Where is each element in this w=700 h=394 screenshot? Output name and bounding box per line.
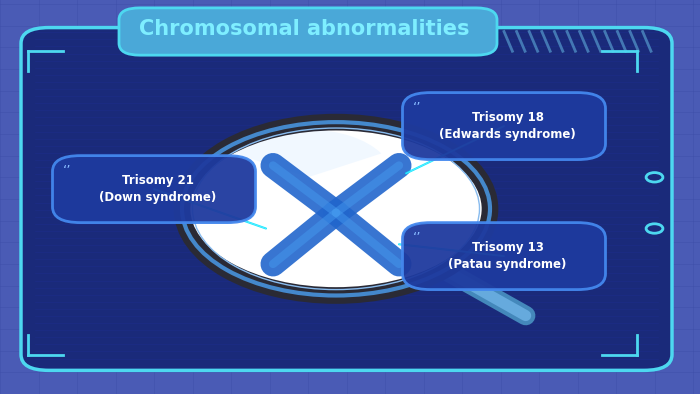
Text: ‘’: ‘’ [413, 101, 421, 115]
Text: ‘’: ‘’ [63, 164, 71, 178]
FancyBboxPatch shape [402, 93, 606, 160]
FancyBboxPatch shape [21, 28, 672, 370]
Text: Chromosomal abnormalities: Chromosomal abnormalities [139, 19, 470, 39]
Wedge shape [234, 130, 382, 177]
Text: Trisomy 18
(Edwards syndrome): Trisomy 18 (Edwards syndrome) [439, 111, 576, 141]
Text: Trisomy 21
(Down syndrome): Trisomy 21 (Down syndrome) [99, 174, 216, 204]
FancyBboxPatch shape [52, 156, 256, 223]
Text: Trisomy 13
(Patau syndrome): Trisomy 13 (Patau syndrome) [448, 241, 567, 271]
Text: ‘’: ‘’ [413, 231, 421, 245]
Circle shape [182, 122, 490, 296]
FancyBboxPatch shape [119, 8, 497, 55]
FancyBboxPatch shape [402, 223, 606, 290]
